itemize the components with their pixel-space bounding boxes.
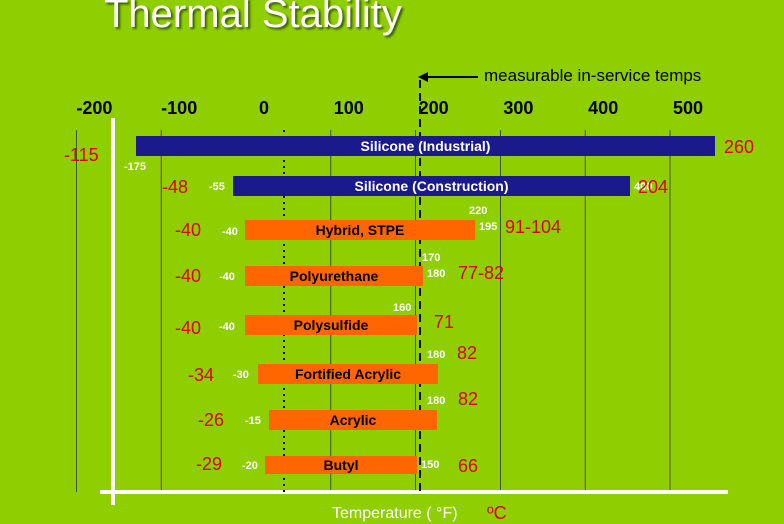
bar-label: Acrylic [330,412,377,428]
bar-3 [245,266,423,286]
low-f-label: -20 [242,460,258,472]
x-tick-label: -100 [161,98,197,118]
low-f-label: -40 [219,321,235,333]
bar-label: Fortified Acrylic [295,366,401,382]
high-f-label: 400 [634,181,652,193]
bar-7 [265,456,417,474]
x-tick-label: 0 [259,98,269,118]
low-c-label: -40 [175,318,201,338]
bar-2 [245,220,475,240]
low-c-label: -26 [198,410,224,430]
high-f-label: 180 [427,395,445,407]
bar-label: Silicone (Construction) [355,178,509,194]
high-c-label: 71 [434,312,454,332]
high-f-label: 180 [427,349,445,361]
high-c-label: 260 [724,137,754,157]
low-f-label: -30 [233,369,249,381]
low-c-label: -40 [175,220,201,240]
high-f-label: 195 [479,221,497,233]
x-tick-label: 400 [588,98,618,118]
low-f-label: -15 [245,415,261,427]
high-c-label: 82 [458,389,478,409]
bar-5 [258,364,438,384]
low-f-label: -55 [209,181,225,193]
chart-title: Thermal Stability [104,0,402,36]
x-axis-label-celsius: ºC [487,503,507,523]
x-tick-label: -200 [76,98,112,118]
low-c-label: -40 [175,266,201,286]
low-c-label: -48 [162,177,188,197]
bar-4 [245,315,417,335]
low-f-label: -40 [219,271,235,283]
extra-f-label: 170 [422,252,440,264]
x-tick-label: 200 [419,98,449,118]
high-c-label: 204 [638,177,668,197]
x-tick-label: 300 [503,98,533,118]
bar-label: Polysulfide [294,317,369,333]
low-c-label: -115 [64,145,99,165]
bar-label: Polyurethane [290,268,379,284]
annotation-label: measurable in-service temps [484,66,702,85]
bar-label: Butyl [324,457,359,473]
bar-6 [269,410,437,430]
extra-f-label: 220 [469,205,487,217]
high-f-label: 150 [421,459,439,471]
bar-label: Silicone (Industrial) [361,138,491,154]
low-c-label: -34 [188,365,214,385]
high-f-label: 180 [427,268,445,280]
x-axis-label: Temperature ( °F) [332,505,458,522]
low-c-label: -29 [196,454,222,474]
high-c-label: 91-104 [505,217,561,237]
bar-0 [136,136,715,156]
bar-label: Hybrid, STPE [316,222,405,238]
bar-1 [233,176,630,196]
low-f-label: -40 [222,226,238,238]
high-c-label: 82 [457,343,477,363]
x-tick-label: 500 [673,98,703,118]
annotation-arrowhead [418,72,428,82]
x-tick-label: 100 [334,98,364,118]
high-c-label: 66 [458,456,478,476]
extra-f-label: 160 [393,302,411,314]
high-c-label: 77-82 [458,263,504,283]
low-f-label: -175 [124,161,146,173]
